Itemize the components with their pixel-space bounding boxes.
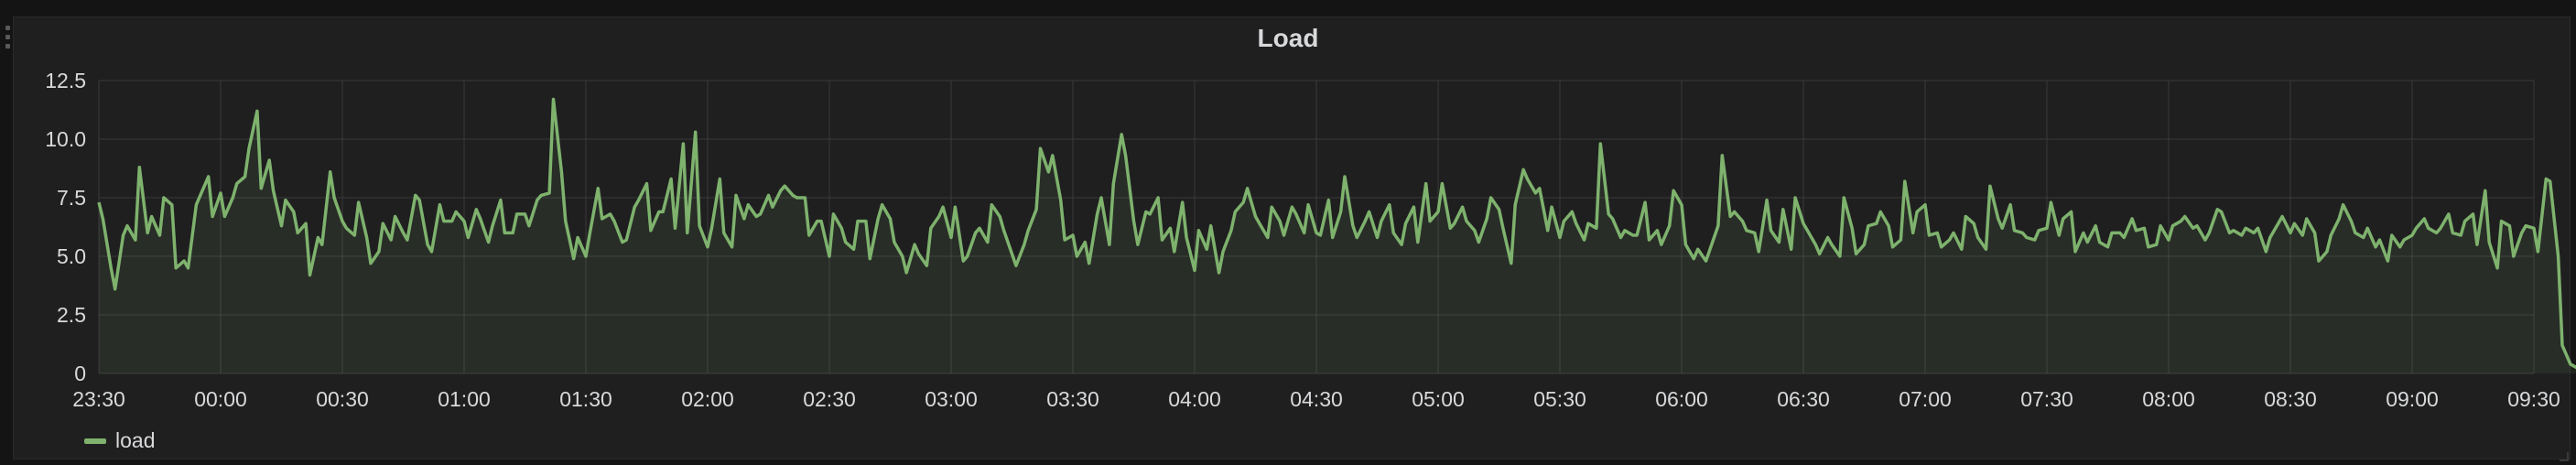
x-tick-label: 07:30 xyxy=(2020,387,2073,411)
legend[interactable]: load xyxy=(84,428,155,453)
x-tick-label: 05:00 xyxy=(1412,387,1465,411)
x-tick-label: 00:00 xyxy=(194,387,247,411)
y-axis-labels: 0 2.5 5.0 7.5 10.0 12.5 xyxy=(45,69,86,385)
x-tick-label: 04:30 xyxy=(1290,387,1343,411)
y-tick-label: 0 xyxy=(74,362,86,385)
chart-grid xyxy=(98,80,2535,374)
x-tick-label: 08:30 xyxy=(2264,387,2317,411)
y-tick-label: 12.5 xyxy=(45,69,86,92)
y-tick-label: 5.0 xyxy=(57,244,86,268)
x-tick-label: 09:30 xyxy=(2507,387,2560,411)
series-area-load xyxy=(99,99,2576,373)
x-tick-label: 02:00 xyxy=(681,387,734,411)
legend-label[interactable]: load xyxy=(115,428,156,452)
x-tick-label: 09:00 xyxy=(2386,387,2439,411)
x-tick-label: 07:00 xyxy=(1899,387,1952,411)
x-tick-label: 02:30 xyxy=(803,387,856,411)
x-tick-label: 04:00 xyxy=(1168,387,1221,411)
drag-handle-icon[interactable] xyxy=(4,26,13,55)
resize-corner-icon[interactable] xyxy=(2560,452,2569,461)
x-tick-label: 00:30 xyxy=(316,387,369,411)
x-tick-label: 05:30 xyxy=(1533,387,1586,411)
panel-title[interactable]: Load xyxy=(1257,24,1319,52)
series-load xyxy=(97,97,2576,374)
x-tick-label: 08:00 xyxy=(2142,387,2195,411)
x-tick-label: 03:30 xyxy=(1046,387,1099,411)
x-axis-labels: 23:30 00:00 00:30 01:00 01:30 02:00 02:30 03:00… xyxy=(72,387,2560,411)
x-tick-label: 01:30 xyxy=(559,387,612,411)
y-tick-label: 2.5 xyxy=(57,303,86,327)
y-tick-label: 7.5 xyxy=(57,186,86,210)
x-tick-label: 06:30 xyxy=(1777,387,1830,411)
y-tick-label: 10.0 xyxy=(45,127,86,151)
x-tick-label: 03:00 xyxy=(925,387,978,411)
x-tick-label: 06:00 xyxy=(1655,387,1708,411)
series-line-load[interactable] xyxy=(97,97,2576,374)
graph-panel xyxy=(13,16,2571,460)
x-tick-label: 01:00 xyxy=(438,387,491,411)
x-tick-label: 23:30 xyxy=(72,387,125,411)
legend-swatch-icon xyxy=(84,438,106,444)
